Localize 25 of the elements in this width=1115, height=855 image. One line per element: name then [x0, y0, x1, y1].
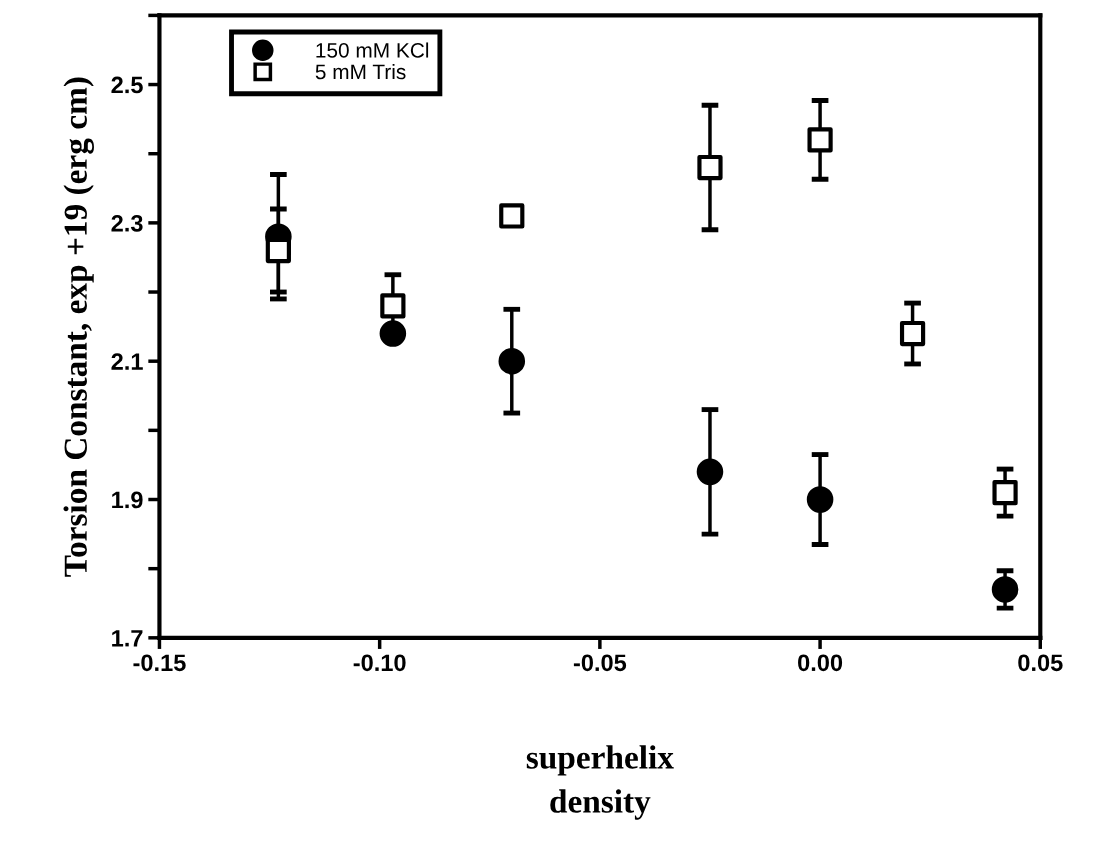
legend-label: 5 mM Tris	[315, 63, 406, 80]
point	[696, 458, 724, 486]
x-axis-title: superhelix density	[526, 745, 674, 820]
point	[697, 154, 723, 181]
x-tick-label: -0.10	[353, 654, 406, 672]
point	[265, 237, 291, 264]
point	[498, 347, 526, 375]
point	[499, 203, 525, 229]
legend-label: 150 mM KCl	[316, 42, 429, 58]
x-tick-label: 0.00	[798, 654, 843, 672]
point	[807, 127, 833, 153]
y-tick-label: 1.9	[112, 491, 143, 509]
y-tick-label: 1.7	[112, 630, 143, 647]
x-tick-label: -0.05	[573, 654, 627, 672]
x-tick-label: -0.15	[133, 654, 186, 672]
point	[806, 486, 834, 513]
point	[380, 293, 406, 319]
y-tick-label: 2.1	[111, 353, 143, 370]
y-tick-label: 2.3	[111, 214, 143, 232]
point	[992, 479, 1018, 506]
y-tick-label: 2.5	[111, 76, 143, 94]
point	[991, 576, 1019, 603]
y-axis-title: Torsion Constant, exp +19 (erg cm)	[63, 77, 94, 577]
point	[899, 320, 926, 347]
x-tick-label: 0.05	[1018, 654, 1063, 672]
